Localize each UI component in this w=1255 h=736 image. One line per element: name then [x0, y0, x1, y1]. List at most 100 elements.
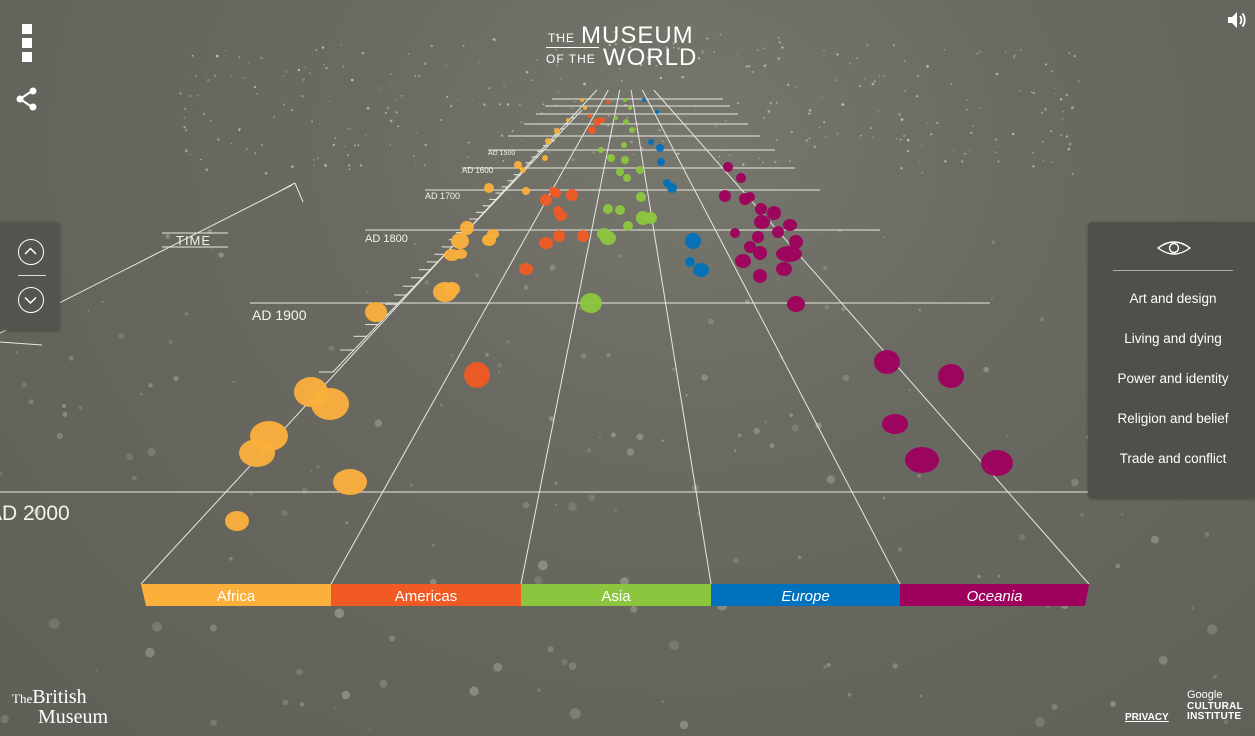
object-dot-americas[interactable] — [577, 230, 589, 242]
object-dot-asia[interactable] — [623, 221, 633, 231]
sound-toggle-button[interactable] — [1226, 10, 1248, 30]
object-dot-oceania[interactable] — [753, 269, 767, 283]
object-dot-oceania[interactable] — [787, 296, 805, 312]
object-dot-africa[interactable] — [487, 229, 499, 239]
region-europe[interactable]: Europe — [711, 584, 900, 606]
object-dot-africa[interactable] — [545, 138, 551, 144]
object-dot-europe[interactable] — [685, 257, 695, 267]
toggle-themes-button[interactable] — [1156, 238, 1192, 258]
british-museum-logo[interactable]: TheBritish Museum — [12, 687, 108, 727]
object-dot-oceania[interactable] — [744, 241, 756, 253]
object-dot-europe[interactable] — [642, 98, 646, 102]
object-dot-oceania[interactable] — [752, 231, 764, 243]
object-dot-asia[interactable] — [616, 168, 624, 176]
object-dot-africa[interactable] — [444, 282, 460, 296]
object-dot-oceania[interactable] — [981, 450, 1013, 476]
object-dot-europe[interactable] — [657, 158, 665, 166]
region-bar-oceania[interactable] — [900, 584, 1089, 606]
object-dot-asia[interactable] — [645, 212, 657, 224]
region-oceania[interactable]: Oceania — [900, 584, 1089, 606]
object-dot-europe[interactable] — [648, 139, 654, 145]
menu-button[interactable] — [22, 24, 34, 64]
object-dot-asia[interactable] — [607, 154, 615, 162]
object-dot-asia[interactable] — [623, 98, 627, 102]
region-africa[interactable]: Africa — [141, 584, 331, 606]
object-dot-asia[interactable] — [623, 119, 629, 125]
object-dot-oceania[interactable] — [736, 173, 746, 183]
object-dot-asia[interactable] — [621, 156, 629, 164]
object-dot-africa[interactable] — [520, 167, 526, 173]
object-dot-asia[interactable] — [623, 174, 631, 182]
object-dot-africa[interactable] — [566, 118, 570, 122]
object-dot-africa[interactable] — [451, 233, 469, 249]
object-dot-asia[interactable] — [621, 142, 627, 148]
object-dots[interactable] — [225, 98, 1013, 531]
region-americas[interactable]: Americas — [331, 584, 521, 606]
object-dot-asia[interactable] — [597, 228, 611, 240]
object-dot-africa[interactable] — [365, 302, 387, 322]
region-bar-europe[interactable] — [711, 584, 900, 606]
object-dot-africa[interactable] — [554, 128, 560, 134]
object-dot-americas[interactable] — [464, 362, 490, 388]
object-dot-africa[interactable] — [311, 388, 349, 420]
object-dot-oceania[interactable] — [938, 364, 964, 388]
object-dot-oceania[interactable] — [755, 203, 767, 215]
region-bar-americas[interactable] — [331, 584, 521, 606]
object-dot-oceania[interactable] — [754, 215, 770, 229]
object-dot-oceania[interactable] — [905, 447, 939, 473]
object-dot-africa[interactable] — [484, 183, 494, 193]
object-dot-oceania[interactable] — [874, 350, 900, 374]
object-dot-europe[interactable] — [656, 144, 664, 152]
object-dot-africa[interactable] — [514, 161, 522, 169]
object-dot-asia[interactable] — [629, 127, 635, 133]
object-dot-africa[interactable] — [225, 511, 249, 531]
region-bar-asia[interactable] — [521, 584, 711, 606]
theme-power-and-identity[interactable]: Power and identity — [1117, 371, 1229, 386]
object-dot-oceania[interactable] — [753, 246, 767, 260]
region-asia[interactable]: Asia — [521, 584, 711, 606]
region-bar-africa[interactable] — [141, 584, 331, 606]
time-down-button[interactable] — [18, 287, 44, 313]
region-bar[interactable]: Africa Americas Asia Europe Oceania — [141, 584, 1089, 606]
object-dot-americas[interactable] — [553, 206, 563, 216]
object-dot-americas[interactable] — [606, 100, 610, 104]
object-dot-americas[interactable] — [588, 126, 596, 134]
object-dot-americas[interactable] — [553, 230, 565, 242]
privacy-link[interactable]: PRIVACY — [1125, 712, 1169, 723]
object-dot-africa[interactable] — [455, 249, 467, 259]
object-dot-americas[interactable] — [588, 114, 592, 118]
object-dot-asia[interactable] — [614, 116, 618, 120]
object-dot-europe[interactable] — [663, 179, 671, 187]
object-dot-asia[interactable] — [598, 147, 604, 153]
object-dot-europe[interactable] — [685, 233, 701, 249]
object-dot-europe[interactable] — [655, 110, 659, 114]
object-dot-oceania[interactable] — [882, 414, 908, 434]
object-dot-oceania[interactable] — [776, 246, 802, 262]
object-dot-americas[interactable] — [539, 237, 553, 249]
theme-living-and-dying[interactable]: Living and dying — [1124, 331, 1222, 346]
theme-religion-and-belief[interactable]: Religion and belief — [1117, 411, 1229, 426]
object-dot-oceania[interactable] — [723, 162, 733, 172]
object-dot-americas[interactable] — [566, 189, 578, 201]
time-up-button[interactable] — [18, 239, 44, 265]
object-dot-oceania[interactable] — [772, 226, 784, 238]
object-dot-oceania[interactable] — [767, 206, 781, 220]
object-dot-asia[interactable] — [580, 293, 602, 313]
object-dot-oceania[interactable] — [719, 190, 731, 202]
object-dot-asia[interactable] — [603, 204, 613, 214]
google-cultural-institute-logo[interactable]: Google CULTURAL INSTITUTE — [1187, 690, 1243, 722]
share-button[interactable] — [14, 86, 40, 112]
object-dot-asia[interactable] — [628, 106, 632, 110]
theme-art-and-design[interactable]: Art and design — [1129, 291, 1217, 306]
object-dot-oceania[interactable] — [735, 254, 751, 268]
object-dot-europe[interactable] — [693, 263, 709, 277]
object-dot-americas[interactable] — [519, 263, 533, 275]
object-dot-africa[interactable] — [333, 469, 367, 495]
object-dot-asia[interactable] — [636, 192, 646, 202]
object-dot-oceania[interactable] — [745, 192, 755, 202]
object-dot-americas[interactable] — [549, 187, 557, 195]
object-dot-oceania[interactable] — [776, 262, 792, 276]
object-dot-africa[interactable] — [583, 106, 587, 110]
object-dot-asia[interactable] — [636, 166, 644, 174]
